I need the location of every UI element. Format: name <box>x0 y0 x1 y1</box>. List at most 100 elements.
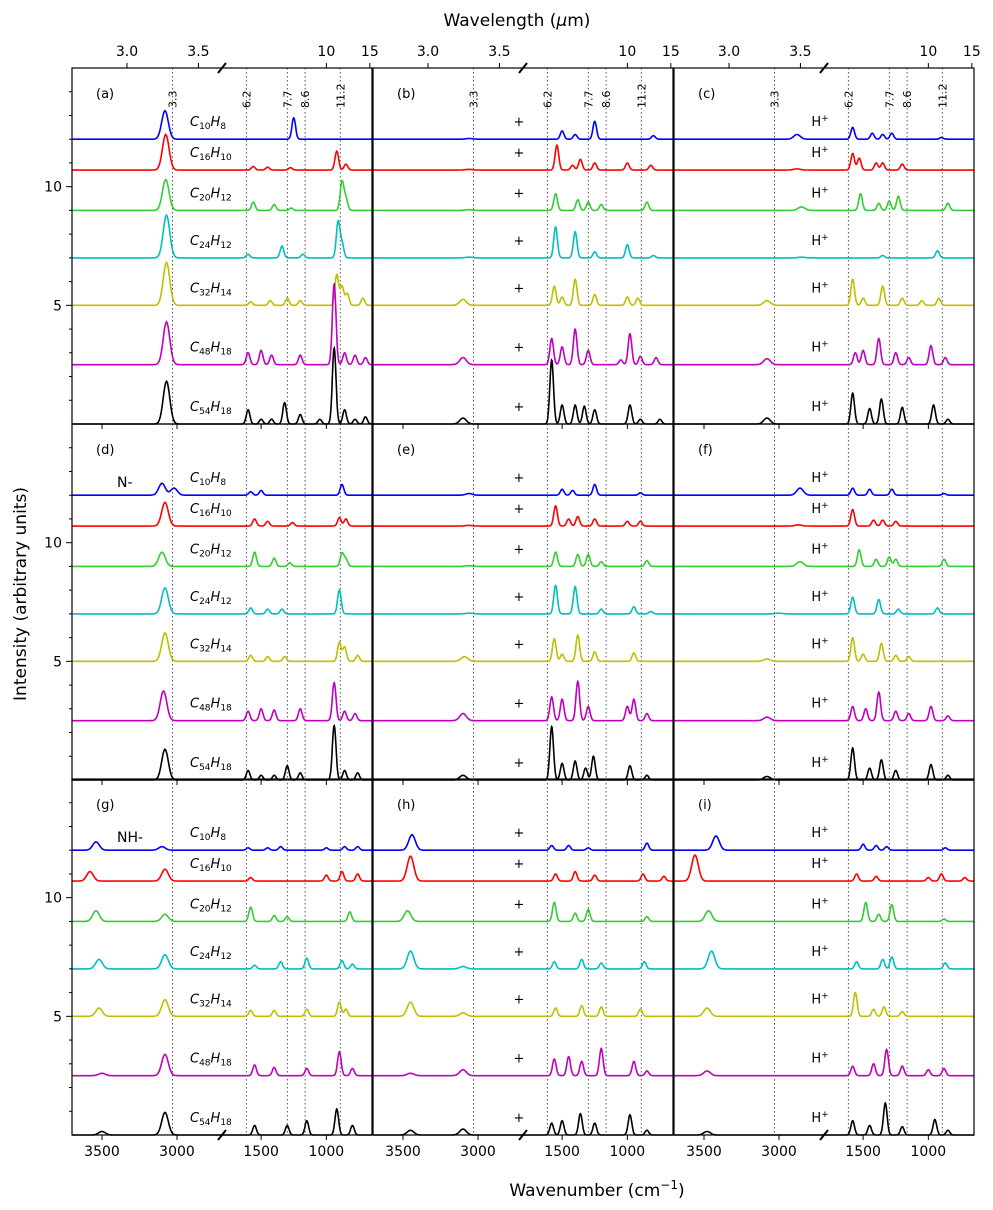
molecule-label-C48H18: C48H18 <box>190 697 232 714</box>
molecule-label-C54H18: C54H18 <box>190 756 232 773</box>
y-tick-label: 10 <box>44 180 62 196</box>
charge-label: + <box>514 897 525 912</box>
spectrum-C20H12 <box>72 906 372 923</box>
molecule-label-C16H10: C16H10 <box>190 502 232 519</box>
panel-letter: (i) <box>698 798 712 813</box>
panel-i: H+ H+ H+ H+ H+ H+ H+ (i) 3500 3000 1500 1000 <box>673 778 975 1160</box>
x-tick-label: 3500 <box>686 1144 722 1160</box>
charge-label: + <box>514 502 525 517</box>
molecule-label-C10H8: C10H8 <box>190 826 226 843</box>
spectrum-C32H14 <box>373 278 673 307</box>
molecule-label-C20H12: C20H12 <box>190 897 232 914</box>
spectrum-C32H14 <box>72 260 372 307</box>
charge-label: + <box>514 945 525 960</box>
band-label-8-6: 8.6 <box>901 91 914 109</box>
band-label-8-6: 8.6 <box>299 91 312 109</box>
charge-label: + <box>514 1111 525 1126</box>
spectrum-C32H14 <box>72 632 372 663</box>
molecule-label-C48H18: C48H18 <box>190 341 232 358</box>
panel-frame <box>372 423 674 781</box>
spectrum-C10H8 <box>72 841 372 851</box>
spectrum-C48H18 <box>674 1048 974 1077</box>
panel-h: + + + + + + + (h) 3500 3000 1500 1000 <box>372 778 674 1160</box>
top-tick-label: 3.5 <box>789 44 811 60</box>
molecule-label-C48H18: C48H18 <box>190 1052 232 1069</box>
panel-c: 3.3 6.2 7.7 8.6 11.2 H+ H+ H+ H+ H+ H+ H+ (c) 3.0 3.5 1… <box>673 44 981 429</box>
top-tick-label: 3.5 <box>187 44 209 60</box>
charge-label: + <box>514 400 525 415</box>
axis-break-bottom <box>819 1129 829 1141</box>
y-tick-label: 5 <box>53 654 62 670</box>
top-tick-label: 15 <box>361 44 379 60</box>
spectrum-C20H12 <box>72 551 372 568</box>
x-axis-title: Wavenumber (cm−1) <box>509 1178 684 1201</box>
panel-letter: (h) <box>397 798 415 813</box>
spectrum-C16H10 <box>674 152 974 171</box>
charge-label: H+ <box>811 589 828 605</box>
spectrum-C48H18 <box>373 1046 673 1077</box>
charge-label: + <box>514 826 525 841</box>
charge-label: + <box>514 146 525 161</box>
panel-letter: (g) <box>96 798 114 813</box>
x-tick-label: 1000 <box>309 1144 345 1160</box>
band-label-7-7: 7.7 <box>883 91 896 109</box>
charge-label: H+ <box>811 280 828 296</box>
spectrum-C10H8 <box>674 487 974 496</box>
spectrum-C16H10 <box>373 504 673 527</box>
spectrum-C16H10 <box>72 501 372 527</box>
panel-letter: (f) <box>698 443 713 458</box>
spectrum-C24H12 <box>373 584 673 615</box>
spectrum-C24H12 <box>72 953 372 970</box>
charge-label: + <box>514 1052 525 1067</box>
x-tick-label: 3500 <box>385 1144 421 1160</box>
x-tick-label: 1000 <box>911 1144 947 1160</box>
spectrum-C24H12 <box>72 213 372 259</box>
charge-label: + <box>514 756 525 771</box>
spectrum-C24H12 <box>674 950 974 970</box>
charge-label: H+ <box>811 944 828 960</box>
spectrum-C32H14 <box>674 991 974 1018</box>
charge-label: H+ <box>811 185 828 201</box>
charge-label: + <box>514 471 525 486</box>
molecule-label-C54H18: C54H18 <box>190 400 232 417</box>
spectrum-C20H12 <box>674 901 974 923</box>
panel-frame <box>673 423 975 781</box>
panel-letter: (a) <box>96 87 114 102</box>
y-tick-label: 10 <box>44 536 62 552</box>
spectrum-C16H10 <box>72 133 372 171</box>
charge-label: H+ <box>811 145 828 161</box>
panel-a: 3.3 6.2 7.7 8.6 11.2 C10H8 C16H10 C20H12 C24H12 C… <box>44 44 379 429</box>
charge-label: + <box>514 281 525 296</box>
molecule-label-C54H18: C54H18 <box>190 1111 232 1128</box>
molecule-label-C10H8: C10H8 <box>190 115 226 132</box>
x-tick-label: 1500 <box>845 1144 881 1160</box>
panel-d: C10H8 C16H10 C20H12 C24H12 C32H14 C48H18 C54H1… <box>44 423 373 785</box>
molecule-label-C32H14: C32H14 <box>190 637 232 654</box>
charge-label: H+ <box>811 991 828 1007</box>
panel-g: C10H8 C16H10 C20H12 C24H12 C32H14 C48H18 C54H1… <box>44 778 373 1160</box>
charge-label: + <box>514 637 525 652</box>
spectrum-C48H18 <box>674 690 974 722</box>
charge-label: + <box>514 186 525 201</box>
molecule-label-C16H10: C16H10 <box>190 857 232 874</box>
panel-letter: (b) <box>397 87 415 102</box>
spectrum-C20H12 <box>373 901 673 923</box>
y-tick-label: 10 <box>44 891 62 907</box>
top-tick-label: 15 <box>963 44 981 60</box>
spectrum-C48H18 <box>373 679 673 722</box>
x-tick-label: 3000 <box>761 1144 797 1160</box>
charge-label: + <box>514 234 525 249</box>
axis-break-top <box>217 62 227 74</box>
charge-label: H+ <box>811 340 828 356</box>
charge-label: H+ <box>811 1110 828 1126</box>
charge-label: + <box>514 590 525 605</box>
top-tick-label: 10 <box>317 44 335 60</box>
band-label-6-2: 6.2 <box>240 91 253 108</box>
x-tick-label: 3500 <box>84 1144 120 1160</box>
spectrum-C20H12 <box>72 178 372 212</box>
top-tick-label: 15 <box>662 44 680 60</box>
molecule-label-C24H12: C24H12 <box>190 945 232 962</box>
band-label-11-2: 11.2 <box>334 84 347 109</box>
spectrum-C10H8 <box>373 483 673 496</box>
